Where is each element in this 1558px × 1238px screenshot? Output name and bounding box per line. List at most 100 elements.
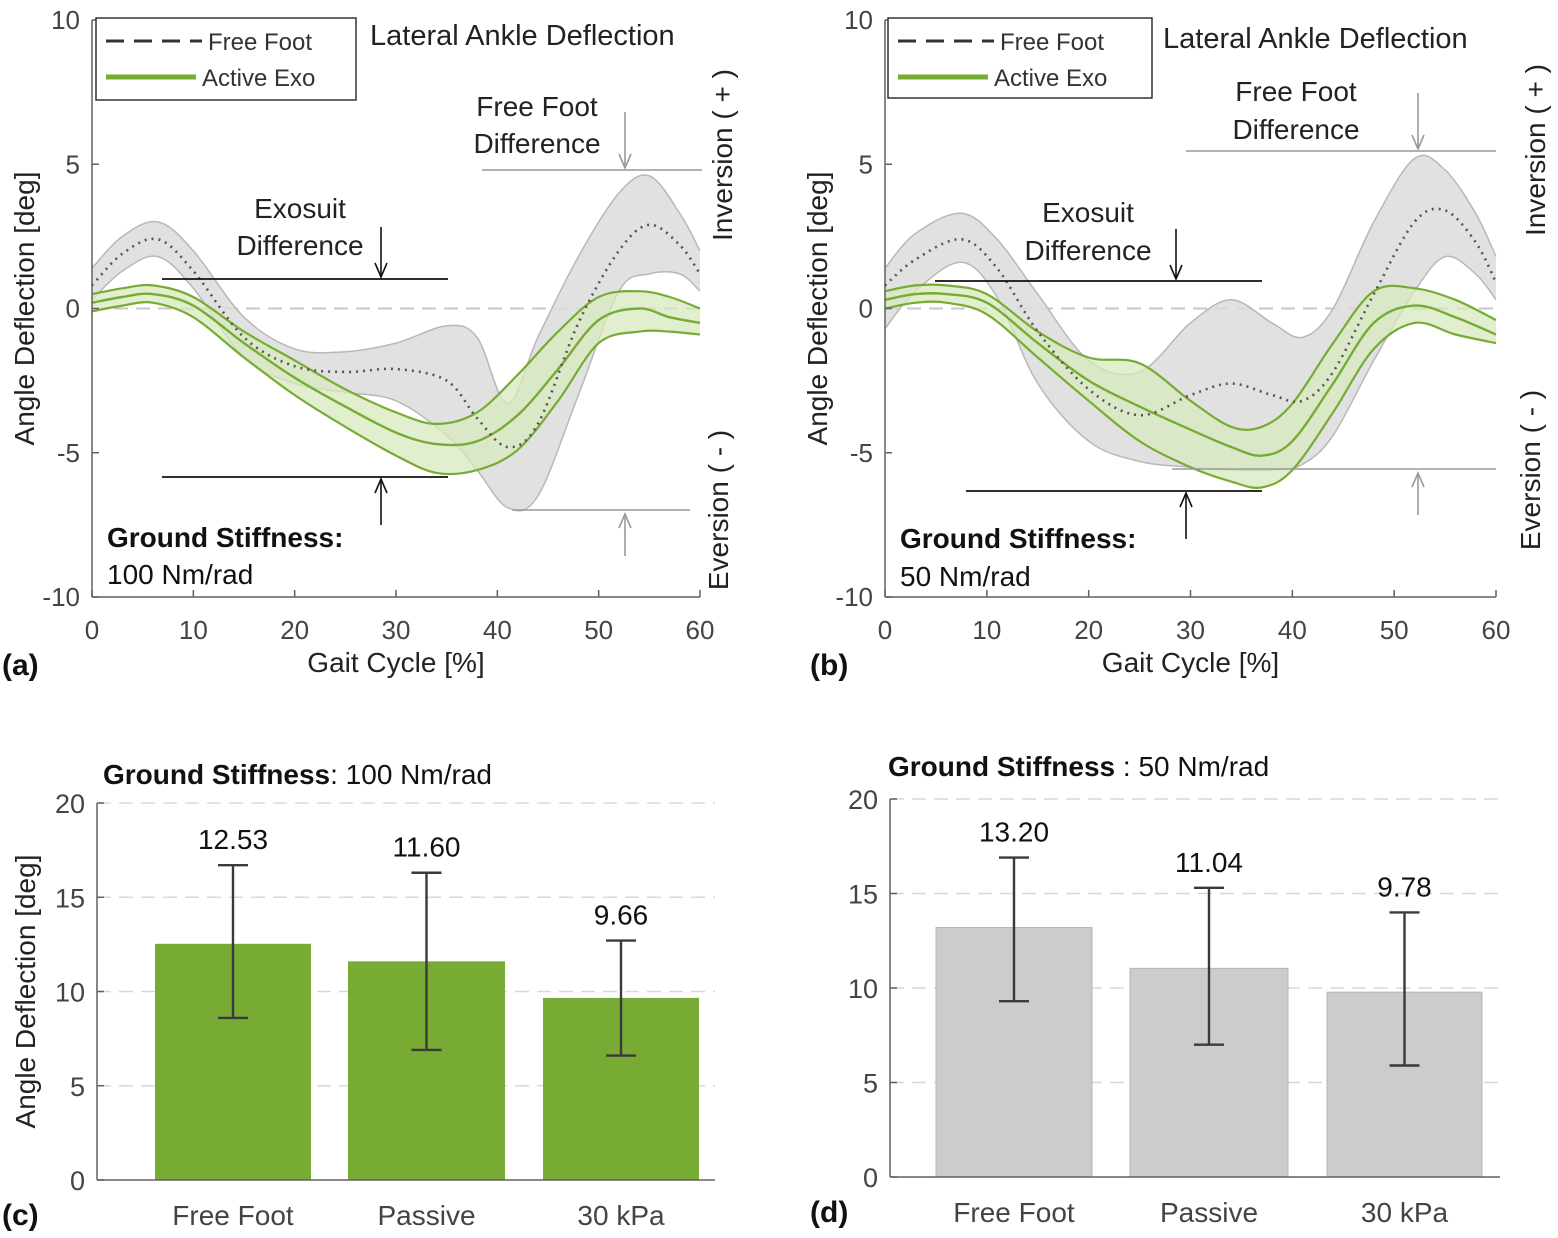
x-tick-label: 20 [1074,615,1103,645]
x-tick-label: 0 [85,615,99,645]
y-tick-label: 5 [863,1069,878,1099]
y-tick-label: 10 [848,974,878,1004]
chart-title: Ground Stiffness : 50 Nm/rad [888,751,1269,782]
x-tick-label: 30 [1176,615,1205,645]
free-foot-band [92,174,700,511]
active-exo-mean-line [884,291,1497,457]
y-axis-title: Angle Deflection [deg] [802,172,833,446]
value-label: 12.53 [198,824,268,855]
x-tick-label: 20 [280,615,309,645]
legend-box [887,17,1153,99]
y-tick-label: 10 [844,5,873,35]
ff-diff-down-arrow-head [1411,134,1425,152]
active-exo-band [885,284,1496,488]
x-axis-title: Gait Cycle [%] [1102,647,1279,678]
x-tick-label: 30 [382,615,411,645]
active-exo-band-upper-line [884,283,1497,431]
legend-free-foot-label: Free Foot [1000,29,1104,56]
category-label: 30 kPa [577,1200,665,1231]
y-axis-title: Angle Deflection [deg] [9,172,40,446]
ground-stiffness-value: 50 Nm/rad [900,561,1031,592]
category-label: 30 kPa [1361,1197,1449,1228]
y-tick-label: 20 [55,789,85,819]
legend-free-foot-label: Free Foot [208,29,312,56]
inversion-label: Inversion ( + ) [707,69,738,241]
inversion-label: Inversion ( + ) [1520,64,1551,236]
exo-diff-down-arrow-head [1169,264,1183,282]
chart-title: Lateral Ankle Deflection [1163,23,1468,55]
chart-title-rest: : 50 Nm/rad [1115,751,1269,782]
bar-panel-c: 12.53 Free Foot 11.60 Passive 9.66 30 kPa 0 5 10… [2,759,715,1232]
y-tick-label: 0 [859,294,873,324]
y-tick-label: 20 [848,785,878,815]
chart-title-rest: : 100 Nm/rad [330,759,492,790]
value-label: 13.20 [979,817,1049,848]
y-tick-label: -10 [42,582,80,612]
value-label: 9.66 [594,900,649,931]
y-tick-label: 5 [859,149,873,179]
y-axis-title: Angle Deflection [deg] [10,855,41,1129]
active-exo-band-lower-line [91,301,701,476]
ff-diff-up-arrow-head [1411,470,1425,488]
panel-label: (c) [2,1199,39,1232]
exo-diff-up-arrow-head [374,476,388,494]
free-foot-band-upper-edge [884,154,1497,376]
panel-label: (d) [810,1196,848,1229]
ff-diff-label-line2: Difference [473,128,600,159]
exo-diff-label: Exosuit [1042,197,1134,228]
ground-stiffness-value: 100 Nm/rad [107,559,253,590]
bar-panel-d: 13.20 Free Foot 11.04 Passive 9.78 30 kPa 0 5 10… [810,751,1500,1229]
legend-active-exo-label: Active Exo [202,65,315,92]
y-tick-label: 5 [66,149,80,179]
legend-box [95,17,357,101]
y-tick-label: -5 [57,438,80,468]
free-foot-band-upper-edge [91,174,701,405]
ff-diff-up-arrow-head [618,511,632,529]
x-tick-label: 50 [584,615,613,645]
chart-title-bold: Ground Stiffness [888,751,1115,782]
category-label: Passive [377,1200,475,1231]
x-tick-label: 40 [483,615,512,645]
value-label: 11.60 [393,832,461,863]
x-tick-label: 60 [686,615,715,645]
category-label: Free Foot [953,1197,1075,1228]
y-tick-label: 15 [55,883,85,913]
y-tick-label: -10 [835,582,873,612]
line-panel-b: 0 10 20 30 40 50 60 -10 -5 0 5 10 Gait Cycle [%] Angl… [802,5,1551,682]
chart-title-bold: Ground Stiffness [103,759,330,790]
x-tick-label: 10 [179,615,208,645]
line-panel-a: 0 10 20 30 40 50 60 -10 -5 0 5 10 Gait Cycle [%] Angl… [2,5,738,682]
y-tick-label: 0 [863,1163,878,1193]
x-tick-label: 60 [1482,615,1511,645]
ff-diff-label: Free Foot [1235,76,1357,107]
y-tick-label: 0 [70,1166,85,1196]
free-foot-mean-line [884,207,1498,417]
value-label: 11.04 [1175,847,1243,878]
ff-diff-label-line2: Difference [1232,114,1359,145]
exo-diff-down-arrow-head [374,262,388,280]
active-exo-band-upper-line [91,283,701,426]
category-label: Passive [1160,1197,1258,1228]
x-tick-label: 10 [972,615,1001,645]
y-tick-label: 5 [70,1072,85,1102]
panel-label: (a) [2,649,39,682]
exo-diff-label: Exosuit [254,193,346,224]
x-axis-title: Gait Cycle [%] [307,647,484,678]
x-tick-label: 50 [1380,615,1409,645]
y-tick-label: 15 [848,880,878,910]
y-tick-label: 10 [55,978,85,1008]
active-exo-band-lower-line [884,300,1497,489]
y-tick-label: 10 [51,5,80,35]
eversion-label: Eversion ( - ) [1515,390,1546,550]
ground-stiffness-label: Ground Stiffness: [900,523,1136,554]
chart-title: Ground Stiffness: 100 Nm/rad [103,759,492,790]
y-tick-label: -5 [850,438,873,468]
x-tick-label: 0 [878,615,892,645]
category-label: Free Foot [172,1200,294,1231]
value-label: 9.78 [1377,871,1432,902]
exo-diff-label-line2: Difference [236,230,363,261]
x-tick-label: 40 [1278,615,1307,645]
y-tick-label: 0 [66,294,80,324]
active-exo-mean-line [91,292,701,447]
